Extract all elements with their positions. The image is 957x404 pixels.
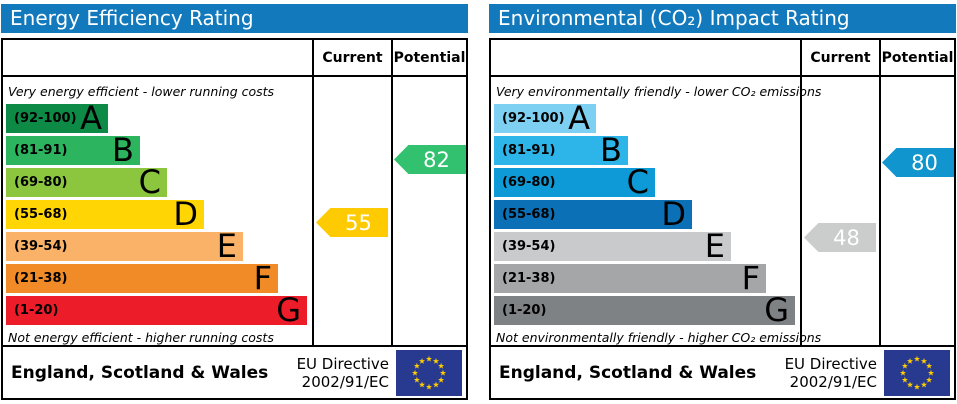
- current-column-header: Current: [312, 40, 391, 75]
- band-f: (21-38) F: [494, 259, 766, 297]
- band-range-label: (92-100): [502, 111, 565, 126]
- panel-title: Environmental (CO₂) Impact Rating: [489, 4, 956, 33]
- band-letter: B: [112, 131, 134, 169]
- environmental-impact-panel: Environmental (CO₂) Impact Rating Curren…: [489, 4, 956, 400]
- band-range-label: (21-38): [14, 271, 68, 286]
- eu-directive-line1: EU Directive: [296, 354, 389, 373]
- band-letter: A: [80, 99, 102, 137]
- band-range-label: (1-20): [14, 303, 59, 318]
- rating-table: Current Potential Very energy efficient …: [1, 38, 468, 400]
- band-row-g: (1-20) G: [494, 291, 800, 329]
- band-row-e: (39-54) E: [494, 227, 800, 265]
- chart-body: Very environmentally friendly - lower CO…: [491, 77, 954, 345]
- band-range-label: (39-54): [502, 239, 556, 254]
- band-f: (21-38) F: [6, 259, 278, 297]
- band-row-b: (81-91) B: [494, 131, 800, 169]
- band-range-label: (21-38): [502, 271, 556, 286]
- band-letter: G: [276, 291, 301, 329]
- band-range-label: (1-20): [502, 303, 547, 318]
- current-column: 48: [800, 77, 879, 345]
- band-g: (1-20) G: [6, 291, 307, 329]
- footer-row: England, Scotland & Wales EU Directive 2…: [491, 345, 954, 398]
- band-row-b: (81-91) B: [6, 131, 312, 169]
- header-spacer: [491, 40, 800, 75]
- eu-directive-line2: 2002/91/EC: [789, 372, 877, 391]
- eu-flag-icon: [884, 349, 950, 396]
- band-letter: C: [626, 163, 649, 201]
- band-c: (69-80) C: [494, 163, 655, 201]
- top-caption: Very environmentally friendly - lower CO…: [496, 84, 822, 99]
- band-c: (69-80) C: [6, 163, 167, 201]
- eu-directive-line2: 2002/91/EC: [301, 372, 389, 391]
- band-letter: D: [661, 195, 686, 233]
- bands-area: Very energy efficient - lower running co…: [3, 77, 312, 345]
- band-range-label: (39-54): [14, 239, 68, 254]
- band-range-label: (92-100): [14, 111, 77, 126]
- eu-directive-label: EU Directive 2002/91/EC: [785, 355, 877, 391]
- chart-body: Very energy efficient - lower running co…: [3, 77, 466, 345]
- eu-directive-line1: EU Directive: [784, 354, 877, 373]
- potential-column: 80: [879, 77, 954, 345]
- potential-column: 82: [391, 77, 466, 345]
- potential-rating-arrow: 82: [394, 145, 466, 174]
- band-row-d: (55-68) D: [494, 195, 800, 233]
- band-letter: F: [253, 259, 272, 297]
- bottom-caption: Not energy efficient - higher running co…: [8, 330, 274, 345]
- band-row-a: (92-100) A: [6, 99, 312, 137]
- bottom-caption: Not environmentally friendly - higher CO…: [496, 330, 822, 345]
- band-letter: E: [216, 227, 237, 265]
- band-a: (92-100) A: [494, 99, 596, 137]
- band-g: (1-20) G: [494, 291, 795, 329]
- eu-flag-icon: [396, 349, 462, 396]
- band-e: (39-54) E: [494, 227, 731, 265]
- energy-efficiency-panel: Energy Efficiency Rating Current Potenti…: [1, 4, 468, 400]
- band-letter: E: [704, 227, 725, 265]
- band-row-f: (21-38) F: [494, 259, 800, 297]
- header-spacer: [3, 40, 312, 75]
- band-row-d: (55-68) D: [6, 195, 312, 233]
- panel-title: Energy Efficiency Rating: [1, 4, 468, 33]
- band-letter: B: [600, 131, 622, 169]
- band-letter: C: [138, 163, 161, 201]
- band-d: (55-68) D: [494, 195, 692, 233]
- top-caption: Very energy efficient - lower running co…: [8, 84, 275, 99]
- band-row-a: (92-100) A: [494, 99, 800, 137]
- band-b: (81-91) B: [6, 131, 140, 169]
- header-row: Current Potential: [3, 40, 466, 77]
- header-row: Current Potential: [491, 40, 954, 77]
- band-range-label: (55-68): [14, 207, 68, 222]
- band-range-label: (81-91): [14, 143, 68, 158]
- band-letter: G: [764, 291, 789, 329]
- band-letter: D: [173, 195, 198, 233]
- potential-column-header: Potential: [879, 40, 954, 75]
- rating-table: Current Potential Very environmentally f…: [489, 38, 956, 400]
- footer-row: England, Scotland & Wales EU Directive 2…: [3, 345, 466, 398]
- band-d: (55-68) D: [6, 195, 204, 233]
- current-rating-arrow: 55: [316, 208, 388, 237]
- current-rating-arrow: 48: [804, 223, 876, 252]
- potential-rating-arrow: 80: [882, 148, 954, 177]
- band-a: (92-100) A: [6, 99, 108, 137]
- potential-column-header: Potential: [391, 40, 466, 75]
- current-column: 55: [312, 77, 391, 345]
- band-row-e: (39-54) E: [6, 227, 312, 265]
- band-b: (81-91) B: [494, 131, 628, 169]
- band-letter: A: [568, 99, 590, 137]
- current-column-header: Current: [800, 40, 879, 75]
- band-range-label: (55-68): [502, 207, 556, 222]
- eu-directive-label: EU Directive 2002/91/EC: [297, 355, 389, 391]
- band-row-c: (69-80) C: [494, 163, 800, 201]
- region-label: England, Scotland & Wales: [11, 362, 269, 383]
- band-row-f: (21-38) F: [6, 259, 312, 297]
- band-letter: F: [741, 259, 760, 297]
- band-range-label: (69-80): [502, 175, 556, 190]
- bands-area: Very environmentally friendly - lower CO…: [491, 77, 822, 345]
- band-e: (39-54) E: [6, 227, 243, 265]
- band-row-c: (69-80) C: [6, 163, 312, 201]
- band-row-g: (1-20) G: [6, 291, 312, 329]
- band-range-label: (81-91): [502, 143, 556, 158]
- band-range-label: (69-80): [14, 175, 68, 190]
- region-label: England, Scotland & Wales: [499, 362, 757, 383]
